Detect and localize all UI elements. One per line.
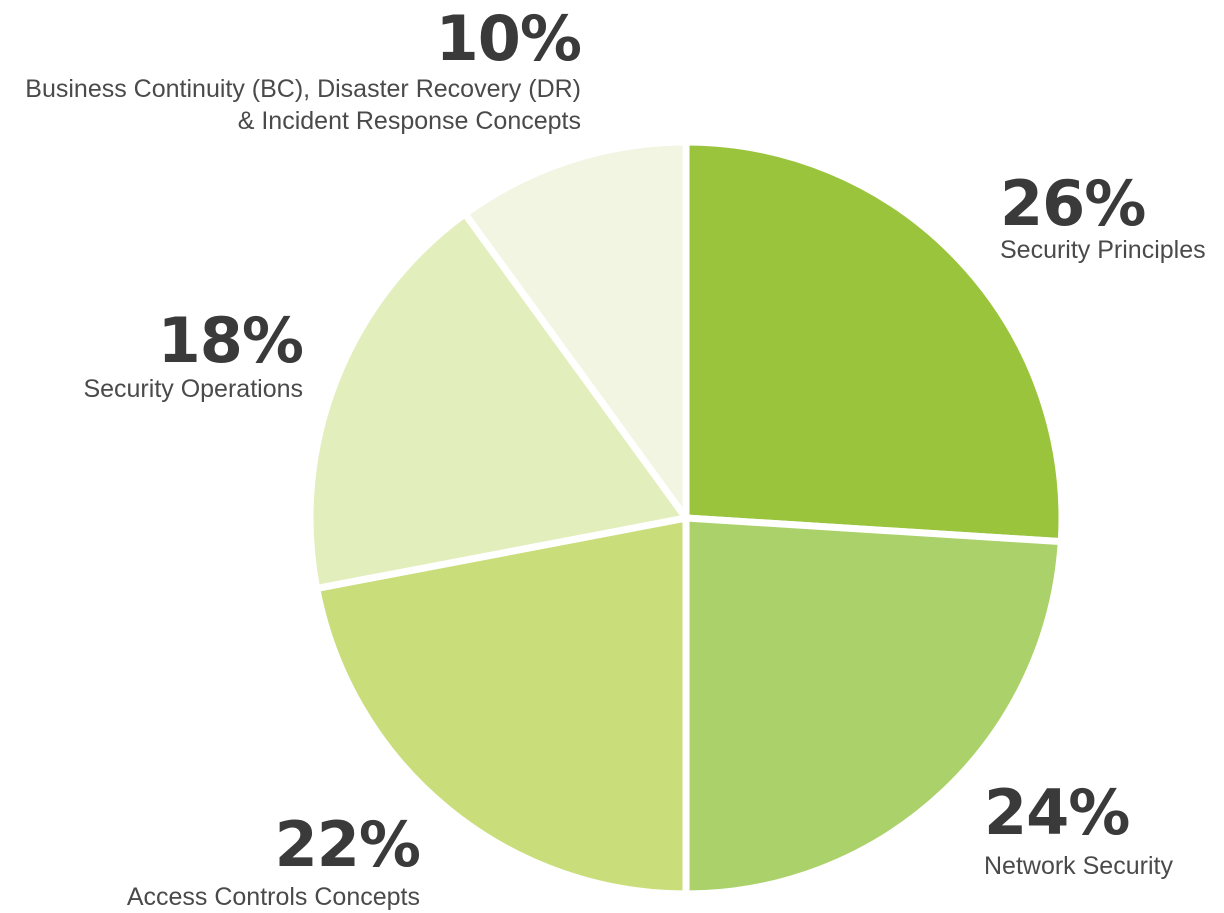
- pie-slice-5: [461, 138, 690, 522]
- pie-labels: 26%Security Principles 24% Network Securit…: [25, 2, 1205, 911]
- slice-category-label-5-line-2: & Incident Response Concepts: [238, 107, 581, 135]
- slice-category-label-1-line-1: Security Principles: [1000, 236, 1206, 264]
- pie-slice-4: [306, 210, 690, 592]
- slice-value-label-5: 10%: [436, 2, 581, 75]
- pie-slices: [306, 138, 1066, 898]
- pie-slice-1: [682, 138, 1066, 546]
- pie-slice-3: [313, 514, 690, 898]
- slice-category-label-3-line-1: Access Controls Concepts: [127, 883, 420, 911]
- slice-category-label-2-line-1: Network Security: [984, 852, 1173, 880]
- slice-category-label-4-line-1: Security Operations: [83, 375, 303, 403]
- pie-slice-2: [682, 514, 1065, 898]
- slice-value-label-1: 26%: [1000, 167, 1145, 240]
- slice-category-label-5-line-1: Business Continuity (BC), Disaster Recov…: [25, 75, 581, 103]
- slice-value-label-3: 22%: [275, 808, 420, 881]
- slice-value-label-4: 18%: [158, 304, 303, 377]
- slice-value-label-2: 24%: [984, 776, 1129, 849]
